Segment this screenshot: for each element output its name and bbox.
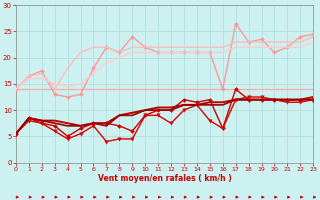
X-axis label: Vent moyen/en rafales ( km/h ): Vent moyen/en rafales ( km/h ): [98, 174, 231, 183]
